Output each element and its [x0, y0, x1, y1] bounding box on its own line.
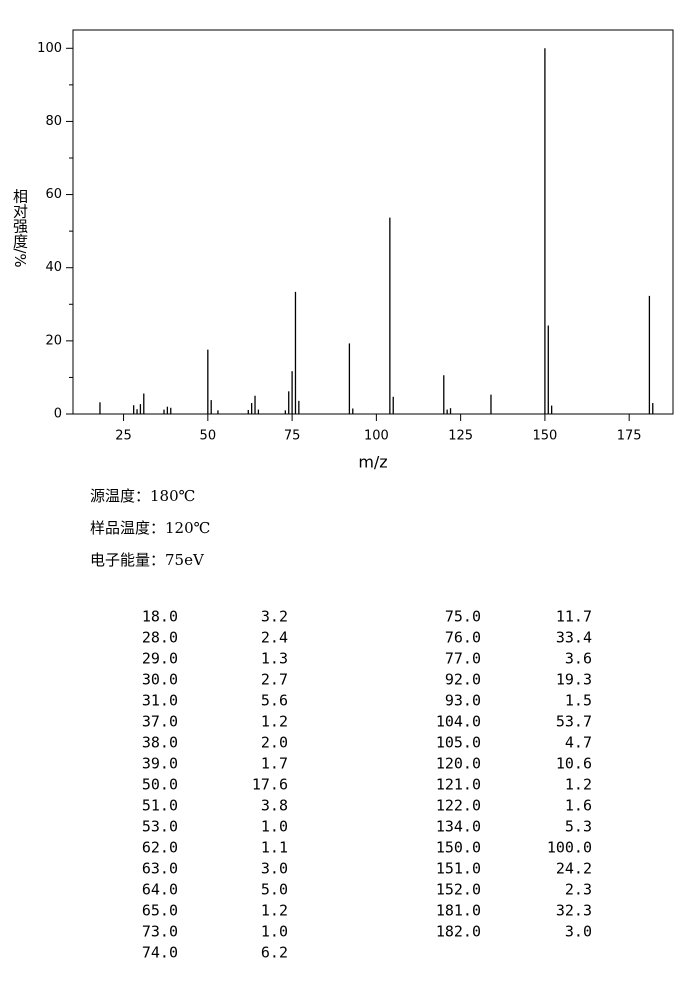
y-tick-label: 80	[45, 114, 62, 129]
intensity: 6.2	[261, 944, 288, 962]
intensity: 1.1	[261, 839, 288, 857]
y-tick-label: 100	[37, 41, 62, 56]
intensity: 1.2	[261, 902, 288, 920]
intensity: 1.0	[261, 923, 288, 941]
intensity: 3.2	[261, 608, 288, 626]
intensity: 5.6	[261, 692, 288, 710]
intensity: 1.5	[565, 692, 592, 710]
mz: 77.0	[445, 650, 481, 668]
mz: 75.0	[445, 608, 481, 626]
mz: 30.0	[142, 671, 178, 689]
mz: 73.0	[142, 923, 178, 941]
y-tick-label: 40	[45, 260, 62, 275]
intensity: 11.7	[556, 608, 592, 626]
intensity: 53.7	[556, 713, 592, 731]
intensity: 1.2	[565, 776, 592, 794]
intensity: 10.6	[556, 755, 592, 773]
x-tick-label: 125	[448, 429, 473, 444]
intensity: 3.8	[261, 797, 288, 815]
intensity: 5.3	[565, 818, 592, 836]
intensity: 2.3	[565, 881, 592, 899]
intensity: 32.3	[556, 902, 592, 920]
y-tick-label: 20	[45, 333, 62, 348]
mz: 65.0	[142, 902, 178, 920]
info-line: 源温度：180℃	[90, 487, 195, 505]
y-axis-label: 相对强度/%	[11, 188, 29, 267]
mz: 150.0	[436, 839, 481, 857]
mz: 37.0	[142, 713, 178, 731]
mz: 93.0	[445, 692, 481, 710]
mz: 28.0	[142, 629, 178, 647]
mz: 64.0	[142, 881, 178, 899]
y-tick-label: 60	[45, 187, 62, 202]
intensity: 5.0	[261, 881, 288, 899]
intensity: 1.7	[261, 755, 288, 773]
x-tick-label: 100	[364, 429, 389, 444]
intensity: 1.2	[261, 713, 288, 731]
intensity: 2.0	[261, 734, 288, 752]
mz: 182.0	[436, 923, 481, 941]
info-line: 电子能量：75eV	[90, 551, 205, 569]
mz: 31.0	[142, 692, 178, 710]
mz: 104.0	[436, 713, 481, 731]
mz: 121.0	[436, 776, 481, 794]
intensity: 1.3	[261, 650, 288, 668]
x-tick-label: 25	[115, 429, 132, 444]
x-tick-label: 50	[200, 429, 217, 444]
mz: 92.0	[445, 671, 481, 689]
mz: 53.0	[142, 818, 178, 836]
mz: 181.0	[436, 902, 481, 920]
mz: 18.0	[142, 608, 178, 626]
mz: 29.0	[142, 650, 178, 668]
intensity: 3.0	[565, 923, 592, 941]
mz: 62.0	[142, 839, 178, 857]
intensity: 2.4	[261, 629, 288, 647]
intensity: 100.0	[547, 839, 592, 857]
intensity: 17.6	[252, 776, 288, 794]
mz: 74.0	[142, 944, 178, 962]
mz: 51.0	[142, 797, 178, 815]
intensity: 1.6	[565, 797, 592, 815]
mz: 152.0	[436, 881, 481, 899]
intensity: 1.0	[261, 818, 288, 836]
x-axis-label: m/z	[358, 453, 387, 472]
mz: 63.0	[142, 860, 178, 878]
plot-frame	[72, 29, 674, 415]
x-tick-label: 175	[617, 429, 642, 444]
mz: 151.0	[436, 860, 481, 878]
intensity: 19.3	[556, 671, 592, 689]
mz: 38.0	[142, 734, 178, 752]
intensity: 2.7	[261, 671, 288, 689]
intensity: 24.2	[556, 860, 592, 878]
y-tick-label: 0	[54, 407, 62, 422]
mz: 134.0	[436, 818, 481, 836]
intensity: 3.6	[565, 650, 592, 668]
intensity: 4.7	[565, 734, 592, 752]
x-tick-label: 75	[284, 429, 301, 444]
x-tick-label: 150	[532, 429, 557, 444]
mz: 76.0	[445, 629, 481, 647]
mz: 120.0	[436, 755, 481, 773]
mz: 50.0	[142, 776, 178, 794]
intensity: 33.4	[556, 629, 592, 647]
intensity: 3.0	[261, 860, 288, 878]
info-line: 样品温度：120℃	[90, 519, 210, 537]
mz: 105.0	[436, 734, 481, 752]
mz: 122.0	[436, 797, 481, 815]
mz: 39.0	[142, 755, 178, 773]
